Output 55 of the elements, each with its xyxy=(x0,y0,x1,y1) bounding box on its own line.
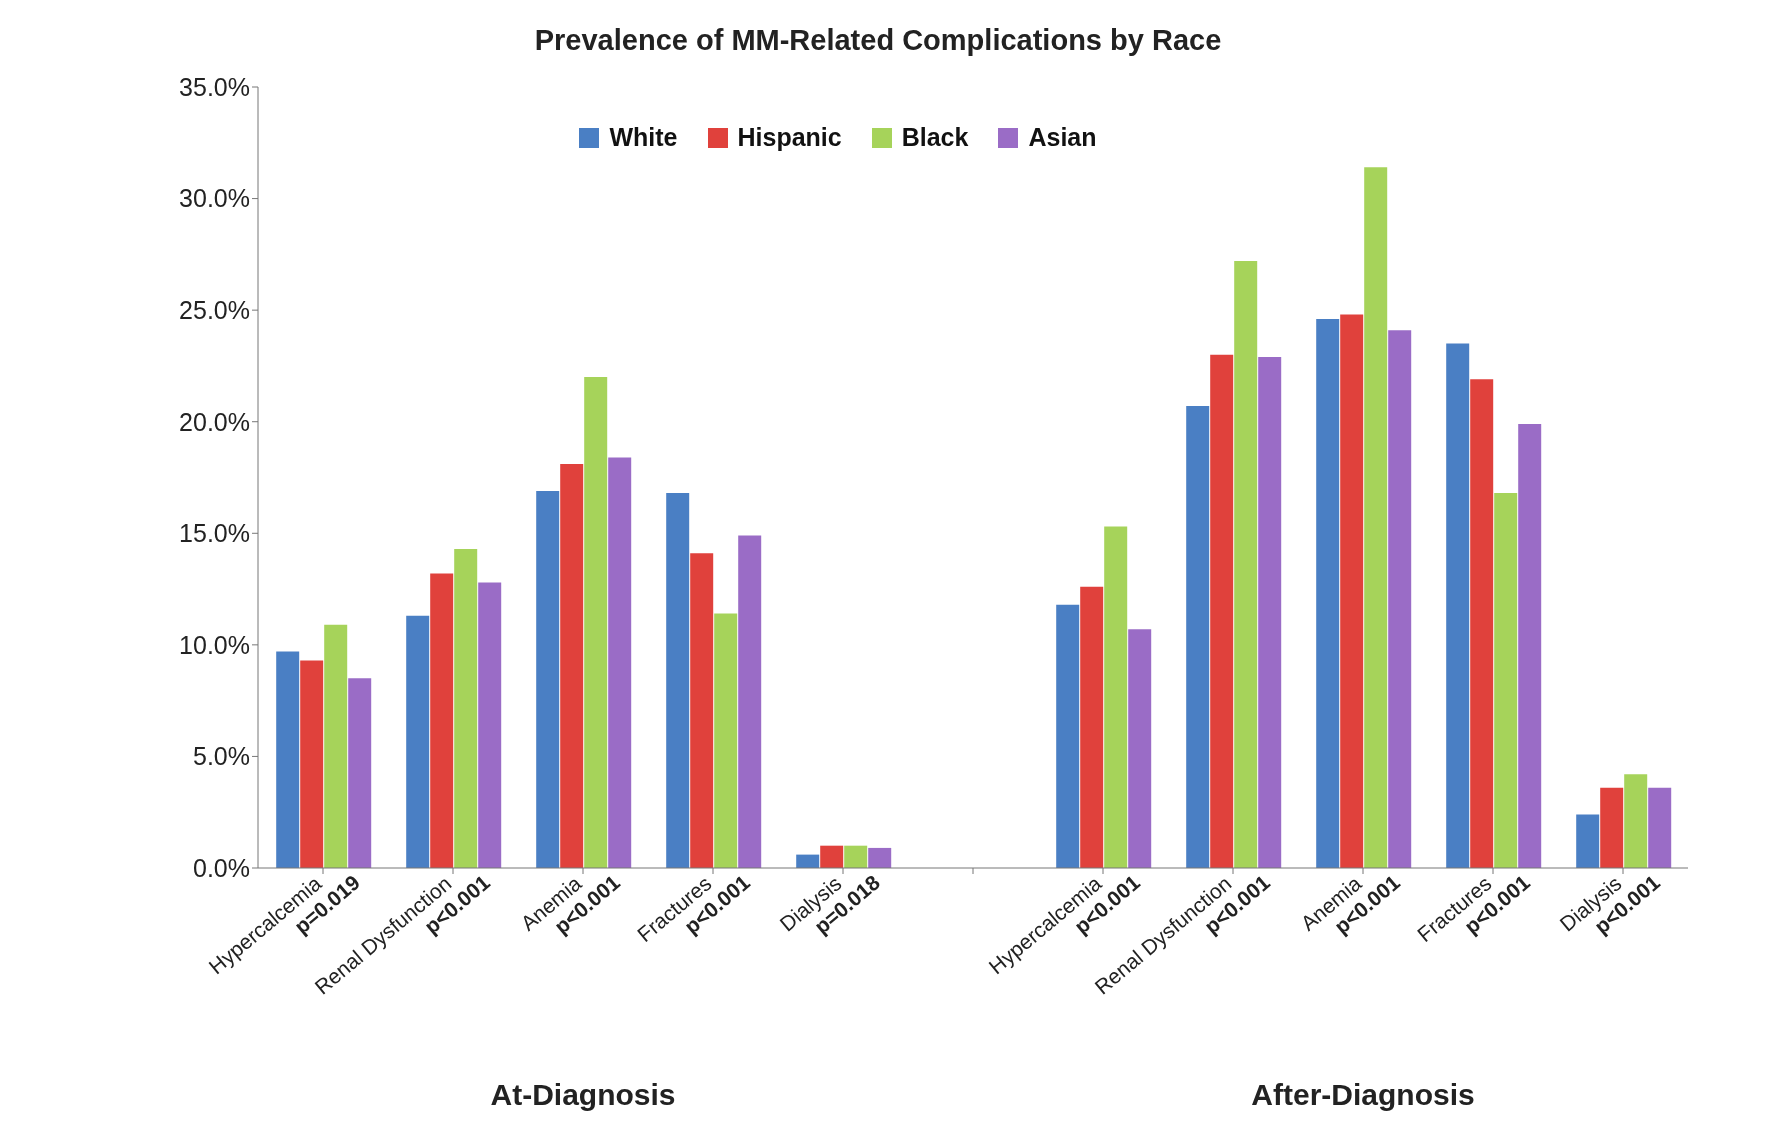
y-tick-label: 15.0% xyxy=(179,519,250,548)
bar xyxy=(690,553,714,868)
bar xyxy=(1576,814,1600,868)
bar xyxy=(1600,787,1624,868)
bar xyxy=(844,845,868,868)
bar xyxy=(536,490,560,868)
bar xyxy=(1364,167,1388,868)
bar xyxy=(1186,406,1210,868)
bar xyxy=(560,464,584,868)
bar xyxy=(1470,379,1494,868)
bar xyxy=(1340,314,1364,868)
y-tick-label: 5.0% xyxy=(193,742,250,771)
legend-label: Hispanic xyxy=(736,123,842,152)
bar xyxy=(1316,319,1340,868)
bar xyxy=(1446,343,1470,868)
y-tick-label: 20.0% xyxy=(179,407,250,436)
bar xyxy=(1104,526,1128,868)
bar xyxy=(714,613,738,868)
y-tick-label: 35.0% xyxy=(179,72,250,101)
bar xyxy=(608,457,632,868)
bar xyxy=(478,582,502,868)
text: At-Diagnosis xyxy=(489,1078,677,1112)
bar xyxy=(1518,423,1542,868)
legend-label: Asian xyxy=(1027,123,1097,152)
bar xyxy=(324,624,348,868)
bar xyxy=(820,845,844,868)
bar xyxy=(1494,493,1518,868)
bar xyxy=(584,377,608,868)
text: After-Diagnosis xyxy=(1250,1078,1476,1112)
bar xyxy=(348,678,372,868)
bar xyxy=(1648,787,1672,868)
bar xyxy=(666,493,690,868)
bar xyxy=(738,535,762,868)
bar xyxy=(1128,629,1152,868)
chart-title: Prevalence of MM-Related Complications by Race xyxy=(533,24,1223,57)
bar xyxy=(1056,604,1080,868)
bar xyxy=(430,573,454,868)
y-tick-label: 0.0% xyxy=(193,853,250,882)
bar xyxy=(276,651,300,868)
bar xyxy=(1210,354,1234,868)
bar xyxy=(868,847,892,868)
bar xyxy=(796,854,820,868)
bar xyxy=(1080,586,1104,868)
bar xyxy=(406,615,430,868)
y-tick-label: 25.0% xyxy=(179,296,250,325)
legend-label: Black xyxy=(900,123,969,152)
bar xyxy=(454,548,478,868)
legend-label: White xyxy=(608,123,678,152)
bar xyxy=(300,660,324,868)
bar xyxy=(1624,774,1648,868)
y-tick-label: 30.0% xyxy=(179,184,250,213)
y-tick-label: 10.0% xyxy=(179,630,250,659)
bar xyxy=(1234,261,1258,868)
bar xyxy=(1388,330,1412,868)
bar xyxy=(1258,357,1282,868)
